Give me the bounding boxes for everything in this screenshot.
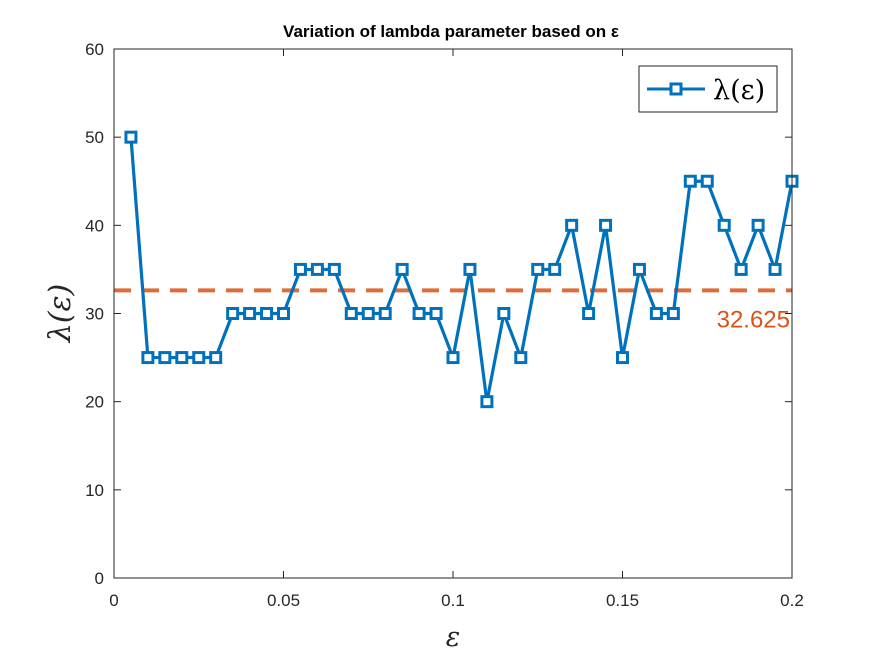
data-point-marker bbox=[327, 262, 341, 276]
data-point-marker bbox=[158, 351, 172, 365]
ticks-group: 0 0.05 0.1 0.15 0.2 0 10 20 30 40 50 60 bbox=[85, 40, 804, 610]
data-point-marker bbox=[226, 307, 240, 320]
y-tick-label: 0 bbox=[95, 569, 104, 588]
data-point-marker bbox=[412, 307, 426, 320]
data-point-marker bbox=[277, 307, 290, 320]
legend-entry-label: λ(ε) bbox=[713, 75, 765, 106]
data-point-marker bbox=[751, 218, 765, 232]
y-tick-label: 60 bbox=[85, 40, 104, 59]
data-point-marker bbox=[175, 351, 189, 365]
y-axis-label: λ(ε) bbox=[43, 284, 78, 344]
data-point-marker bbox=[310, 262, 324, 276]
data-point-marker bbox=[565, 218, 579, 232]
data-point-marker bbox=[446, 351, 460, 365]
data-point-marker bbox=[599, 218, 613, 232]
x-tick-label: 0 bbox=[109, 591, 118, 610]
data-point-marker bbox=[548, 262, 562, 276]
y-tick-label: 10 bbox=[85, 481, 104, 500]
data-point-marker bbox=[192, 351, 206, 365]
data-point-marker bbox=[260, 307, 274, 320]
data-point-marker bbox=[429, 307, 443, 320]
data-point-marker bbox=[378, 307, 392, 320]
x-tick-label: 0.1 bbox=[441, 591, 465, 610]
x-tick-label: 0.2 bbox=[780, 591, 804, 610]
reference-line-group: 32.625 bbox=[114, 288, 792, 333]
data-point-marker bbox=[480, 395, 494, 409]
data-point-marker bbox=[344, 307, 358, 320]
data-point-marker bbox=[395, 262, 409, 276]
data-point-marker bbox=[463, 262, 477, 276]
data-point-marker bbox=[141, 351, 155, 365]
x-axis-label: ε bbox=[446, 622, 461, 653]
data-point-marker bbox=[497, 307, 511, 320]
data-point-marker bbox=[514, 351, 528, 365]
data-point-marker bbox=[632, 262, 646, 276]
data-point-marker bbox=[582, 307, 596, 320]
data-point-marker bbox=[124, 130, 138, 144]
data-point-marker bbox=[649, 307, 663, 320]
data-point-marker bbox=[683, 174, 697, 188]
y-tick-label: 20 bbox=[85, 393, 104, 412]
data-point-marker bbox=[531, 262, 545, 276]
data-point-marker bbox=[293, 262, 307, 276]
data-point-marker bbox=[717, 218, 731, 232]
data-point-marker bbox=[209, 351, 223, 365]
data-point-marker bbox=[768, 262, 782, 276]
x-tick-label: 0.15 bbox=[606, 591, 639, 610]
data-point-marker bbox=[361, 307, 375, 320]
data-point-marker bbox=[700, 174, 714, 188]
data-point-marker bbox=[734, 262, 748, 276]
data-point-marker bbox=[666, 307, 680, 320]
chart-title: Variation of lambda parameter based on ε bbox=[283, 22, 619, 41]
data-point-marker bbox=[243, 307, 257, 320]
mean-value-label: 32.625 bbox=[717, 306, 790, 333]
legend-marker-square bbox=[669, 82, 683, 96]
x-tick-label: 0.05 bbox=[267, 591, 300, 610]
y-tick-label: 50 bbox=[85, 128, 104, 147]
legend: λ(ε) bbox=[638, 65, 778, 113]
plot-area bbox=[114, 49, 792, 578]
y-tick-label: 30 bbox=[85, 305, 104, 324]
data-point-marker bbox=[616, 351, 629, 365]
y-tick-label: 40 bbox=[85, 216, 104, 235]
series-line bbox=[129, 137, 794, 404]
